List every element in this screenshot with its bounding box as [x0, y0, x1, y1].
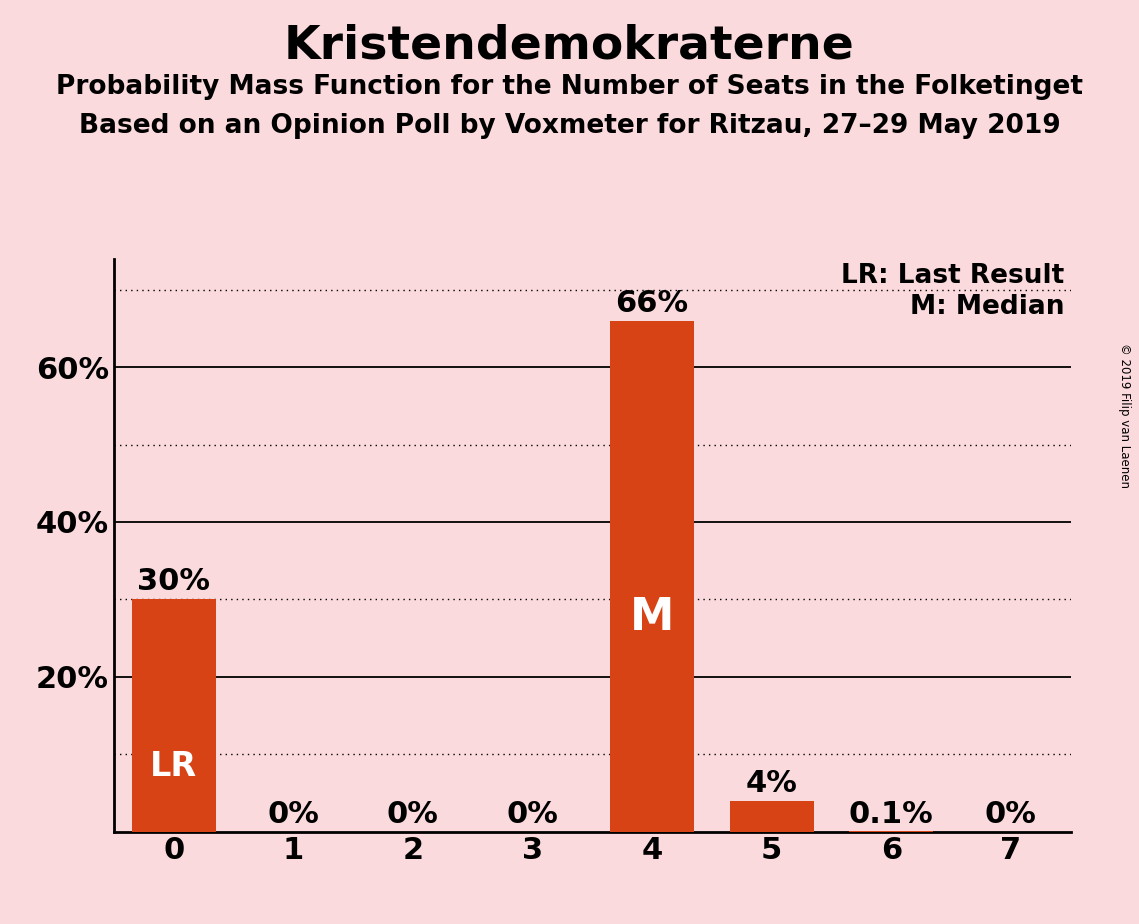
- Text: 0%: 0%: [507, 799, 558, 829]
- Text: LR: Last Result: LR: Last Result: [842, 262, 1065, 288]
- Bar: [730, 800, 813, 832]
- Text: 30%: 30%: [137, 567, 211, 596]
- Bar: [611, 321, 694, 832]
- Text: M: Median: M: Median: [910, 294, 1065, 320]
- Text: Probability Mass Function for the Number of Seats in the Folketinget: Probability Mass Function for the Number…: [56, 74, 1083, 100]
- Bar: [132, 600, 215, 832]
- Text: Kristendemokraterne: Kristendemokraterne: [284, 23, 855, 68]
- Text: 0%: 0%: [268, 799, 319, 829]
- Text: Based on an Opinion Poll by Voxmeter for Ritzau, 27–29 May 2019: Based on an Opinion Poll by Voxmeter for…: [79, 113, 1060, 139]
- Text: M: M: [630, 595, 674, 638]
- Text: LR: LR: [150, 750, 197, 783]
- Text: © 2019 Filip van Laenen: © 2019 Filip van Laenen: [1118, 344, 1131, 488]
- Text: 66%: 66%: [615, 288, 689, 318]
- Text: 4%: 4%: [746, 769, 797, 797]
- Text: 0.1%: 0.1%: [849, 799, 934, 829]
- Text: 0%: 0%: [985, 799, 1036, 829]
- Text: 0%: 0%: [387, 799, 439, 829]
